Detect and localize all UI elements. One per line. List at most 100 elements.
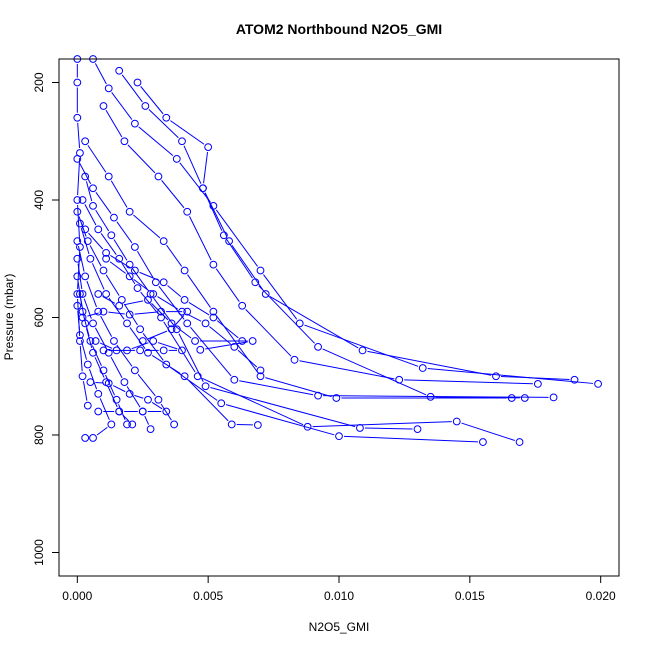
- data-point: [253, 421, 262, 429]
- data-point: [73, 196, 82, 204]
- data-point: [99, 307, 108, 316]
- data-point: [209, 313, 218, 322]
- series-line-segment: [245, 308, 292, 357]
- series-line-segment: [131, 342, 149, 350]
- series-group: [94, 290, 257, 354]
- data-point: [154, 395, 163, 404]
- data-point: [73, 237, 82, 246]
- data-point: [125, 389, 134, 398]
- series-line-segment: [186, 313, 202, 322]
- series-line-segment: [77, 204, 81, 243]
- data-point: [128, 420, 137, 429]
- series-line-segment: [80, 228, 90, 255]
- data-point: [123, 319, 131, 328]
- series-line-segment: [123, 300, 144, 306]
- series-line-segment: [140, 86, 164, 115]
- series-line-segment: [187, 379, 229, 422]
- series-line-segment: [133, 214, 161, 239]
- series-line-segment: [84, 204, 97, 226]
- y-axis-label: Pressure (mbar): [2, 274, 16, 361]
- series-line-segment: [126, 386, 141, 408]
- series-line-segment: [85, 181, 93, 202]
- series-line-segment: [226, 239, 253, 279]
- series-line-segment: [364, 427, 413, 430]
- series-line-segment: [183, 145, 202, 184]
- series-line-segment: [80, 298, 85, 319]
- data-point: [413, 425, 422, 434]
- data-point: [115, 301, 124, 310]
- series-line-segment: [322, 348, 427, 396]
- data-point: [76, 337, 84, 345]
- data-point: [73, 254, 82, 263]
- data-point: [78, 313, 87, 322]
- series-line-segment: [110, 356, 123, 378]
- series-line-segment: [175, 325, 192, 339]
- series-line-segment: [137, 373, 156, 397]
- series-line-segment: [210, 387, 356, 428]
- series-line-segment: [167, 285, 182, 298]
- series-line-segment: [304, 324, 419, 367]
- series-line-segment: [95, 209, 110, 232]
- y-tick-label: 600: [32, 307, 46, 327]
- series-line-segment: [82, 381, 88, 401]
- data-point: [199, 184, 207, 193]
- series-line-segment: [215, 209, 258, 267]
- data-point: [110, 213, 118, 222]
- series-line-segment: [100, 315, 113, 337]
- data-point: [123, 420, 131, 429]
- data-point: [104, 379, 113, 388]
- series-line-segment: [178, 333, 204, 382]
- series-line-segment: [158, 285, 185, 320]
- series-line-segment: [170, 366, 218, 401]
- series-line-segment: [122, 414, 130, 422]
- data-point: [295, 319, 304, 328]
- data-point: [130, 266, 139, 275]
- data-point: [104, 348, 113, 357]
- data-point: [144, 395, 152, 404]
- series-line-segment: [88, 369, 98, 390]
- data-point: [89, 434, 97, 442]
- data-point: [183, 319, 192, 328]
- data-point: [261, 290, 270, 298]
- data-point: [120, 378, 129, 387]
- data-point: [94, 225, 103, 234]
- data-point: [217, 399, 226, 408]
- data-point: [549, 393, 558, 402]
- data-point: [492, 372, 500, 381]
- data-point: [94, 290, 103, 298]
- data-point: [178, 137, 186, 146]
- series-line-segment: [77, 157, 81, 196]
- series-line-segment: [147, 330, 168, 340]
- y-tick-label: 1000: [32, 539, 46, 566]
- data-point: [227, 420, 236, 429]
- data-point: [78, 372, 87, 381]
- data-point: [335, 432, 343, 441]
- series-line-segment: [203, 152, 209, 184]
- series-line-segment: [170, 120, 205, 145]
- series-line-segment: [205, 341, 248, 350]
- chart-title: ATOM2 Northbound N2O5_GMI: [236, 21, 442, 37]
- data-point: [73, 113, 82, 122]
- data-point: [104, 84, 113, 93]
- data-point: [167, 319, 176, 328]
- data-point: [238, 337, 247, 345]
- data-point: [81, 225, 90, 234]
- series-line-segment: [132, 268, 149, 291]
- data-point: [130, 119, 139, 128]
- series-line-segment: [118, 404, 126, 421]
- data-point: [125, 207, 134, 216]
- data-point: [154, 172, 163, 181]
- data-point: [102, 248, 111, 257]
- data-point: [193, 372, 202, 381]
- data-point: [507, 394, 516, 402]
- data-point: [314, 391, 322, 400]
- series-line-segment: [108, 311, 125, 315]
- series-line-segment: [116, 221, 133, 244]
- data-point: [138, 407, 147, 416]
- series-line-segment: [77, 245, 85, 272]
- series-line-segment: [112, 385, 126, 393]
- data-point: [149, 290, 158, 298]
- series-line-segment: [137, 251, 154, 279]
- series-line-segment: [323, 395, 549, 398]
